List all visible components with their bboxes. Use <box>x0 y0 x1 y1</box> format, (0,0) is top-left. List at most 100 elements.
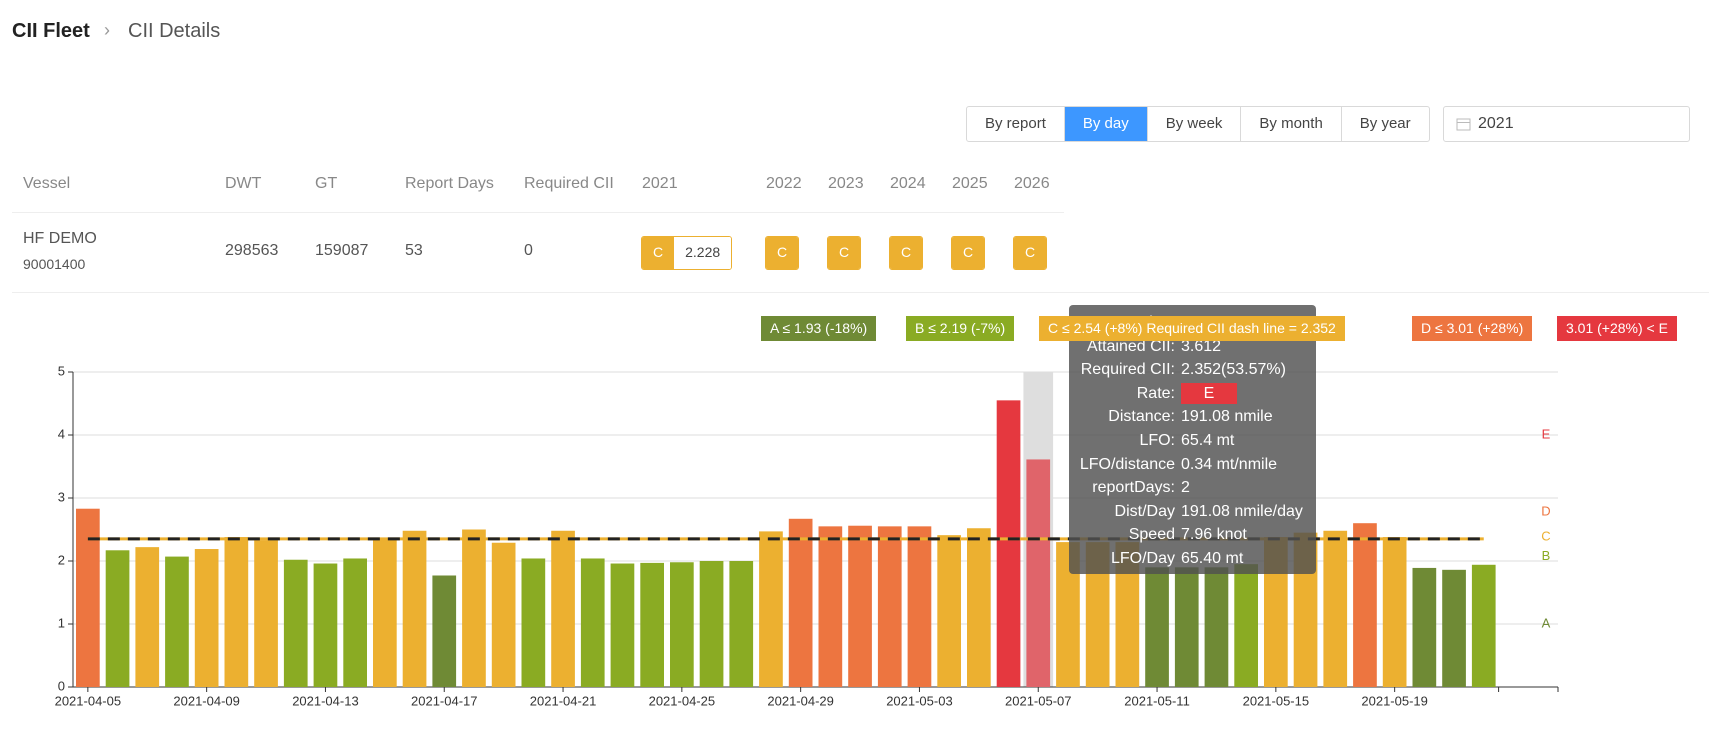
bar <box>105 550 130 687</box>
rating: C <box>642 237 675 269</box>
tooltip-label: LFO: <box>1139 431 1175 449</box>
cell: 53 <box>405 242 423 259</box>
bar <box>432 575 457 687</box>
rating-value: 2.228 <box>674 237 732 269</box>
tooltip-row: Speed 7.96 knot <box>1069 523 1316 547</box>
rating-chip: C <box>951 236 986 270</box>
calendar-icon <box>1456 118 1471 131</box>
legend-item[interactable]: A ≤ 1.93 (-18%) <box>761 316 877 341</box>
bar <box>1056 542 1080 687</box>
tooltip-row: Attained CII: 3.612 <box>1069 335 1316 359</box>
column-header: 2026 <box>1014 175 1050 192</box>
x-tick-label: 2021-05-11 <box>1124 693 1190 708</box>
breadcrumb-root[interactable]: CII Fleet <box>12 20 90 42</box>
rating-mark: E <box>1542 426 1551 441</box>
bar <box>670 562 694 687</box>
bar <box>788 518 813 687</box>
tooltip-value: 2.352(53.57%) <box>1181 361 1286 379</box>
tooltip: Time2021-05-07Attained CII:3.612Required… <box>1069 305 1316 574</box>
tab[interactable]: By month <box>1240 107 1340 141</box>
tooltip-label: Speed <box>1128 526 1175 544</box>
tab[interactable]: By year <box>1340 107 1429 141</box>
tooltip-value: E <box>1181 382 1237 404</box>
tooltip-label: Required CII: <box>1080 361 1175 379</box>
tooltip-value: 0.34 mt/nmile <box>1181 455 1278 473</box>
column-header: Required CII <box>524 175 614 192</box>
vessel-imo: 90001400 <box>23 256 86 272</box>
y-tick-label: 0 <box>58 678 65 693</box>
view-tabs: By report By day By week By month By year <box>966 106 1430 142</box>
date-picker[interactable]: 2021 <box>1443 106 1690 142</box>
bar <box>759 531 783 687</box>
legend-item[interactable]: C ≤ 2.54 (+8%) Required CII dash line = … <box>1039 316 1345 341</box>
vessel-name: HF DEMO <box>23 230 97 247</box>
row-divider <box>12 292 1709 293</box>
bar <box>1264 537 1288 687</box>
column-header: Report Days <box>405 175 494 192</box>
x-tick-label: 2021-04-09 <box>173 693 240 708</box>
bar <box>1204 567 1229 687</box>
bar <box>283 559 308 687</box>
tooltip-row: LFO/distance 0.34 mt/nmile <box>1069 453 1316 477</box>
rating: C <box>766 237 799 269</box>
tooltip-label: Distance: <box>1108 408 1175 426</box>
rating-mark: A <box>1542 615 1551 630</box>
bar <box>1442 569 1466 687</box>
bar <box>967 528 991 687</box>
x-tick-label: 2021-04-05 <box>55 693 122 708</box>
bar <box>907 526 932 687</box>
legend-item[interactable]: D ≤ 3.01 (+28%) <box>1412 316 1533 341</box>
rating-chip: C <box>827 236 862 270</box>
tooltip-row: Dist/Day 191.08 nmile/day <box>1069 500 1316 524</box>
tooltip-label: reportDays: <box>1092 479 1175 497</box>
bar <box>521 558 546 687</box>
bar <box>224 537 249 687</box>
bar <box>1323 530 1348 687</box>
rating: C <box>828 237 861 269</box>
x-tick-label: 2021-05-07 <box>1005 693 1072 708</box>
tooltip-value: 65.40 mt <box>1181 549 1244 567</box>
bar <box>996 400 1021 687</box>
bar <box>491 542 516 687</box>
bar <box>580 558 605 687</box>
bar <box>551 530 575 687</box>
bar <box>165 556 189 687</box>
column-header: DWT <box>225 175 262 192</box>
rating: C <box>952 237 985 269</box>
column-header: Vessel <box>23 175 71 192</box>
bar <box>194 549 219 687</box>
column-header: 2022 <box>766 175 802 192</box>
bar <box>610 563 635 687</box>
y-tick-label: 5 <box>58 363 65 378</box>
y-tick-label: 3 <box>58 489 65 504</box>
legend-item[interactable]: B ≤ 2.19 (-7%) <box>906 316 1015 341</box>
bar <box>1026 459 1051 687</box>
bar <box>1085 542 1110 687</box>
column-header: GT <box>315 175 338 192</box>
tooltip-value: 191.08 nmile/day <box>1181 502 1303 520</box>
tooltip-value: 65.4 mt <box>1181 431 1235 449</box>
bar <box>254 540 278 687</box>
cell: 159087 <box>315 242 369 259</box>
bar <box>1174 567 1199 687</box>
date-value: 2021 <box>1478 115 1514 132</box>
bar <box>1115 542 1140 687</box>
tooltip-value: 3.612 <box>1181 337 1222 355</box>
tooltip-value: 7.96 knot <box>1181 526 1247 544</box>
bar <box>402 530 427 687</box>
x-tick-label: 2021-04-25 <box>649 693 716 708</box>
cell: 298563 <box>225 242 279 259</box>
column-header: 2021 <box>642 175 678 192</box>
rating-mark: D <box>1541 503 1550 518</box>
y-tick-label: 1 <box>58 615 65 630</box>
tab[interactable]: By day <box>1063 107 1147 141</box>
tooltip-value: 2 <box>1181 479 1190 497</box>
legend-item[interactable]: 3.01 (+28%) < E <box>1557 316 1677 341</box>
bar <box>373 537 397 687</box>
tab[interactable]: By report <box>985 115 1046 132</box>
tooltip-row: LFO: 65.4 mt <box>1069 429 1316 453</box>
tooltip-label: Dist/Day <box>1114 502 1175 520</box>
column-header: 2023 <box>828 175 864 192</box>
tab[interactable]: By week <box>1146 107 1241 141</box>
